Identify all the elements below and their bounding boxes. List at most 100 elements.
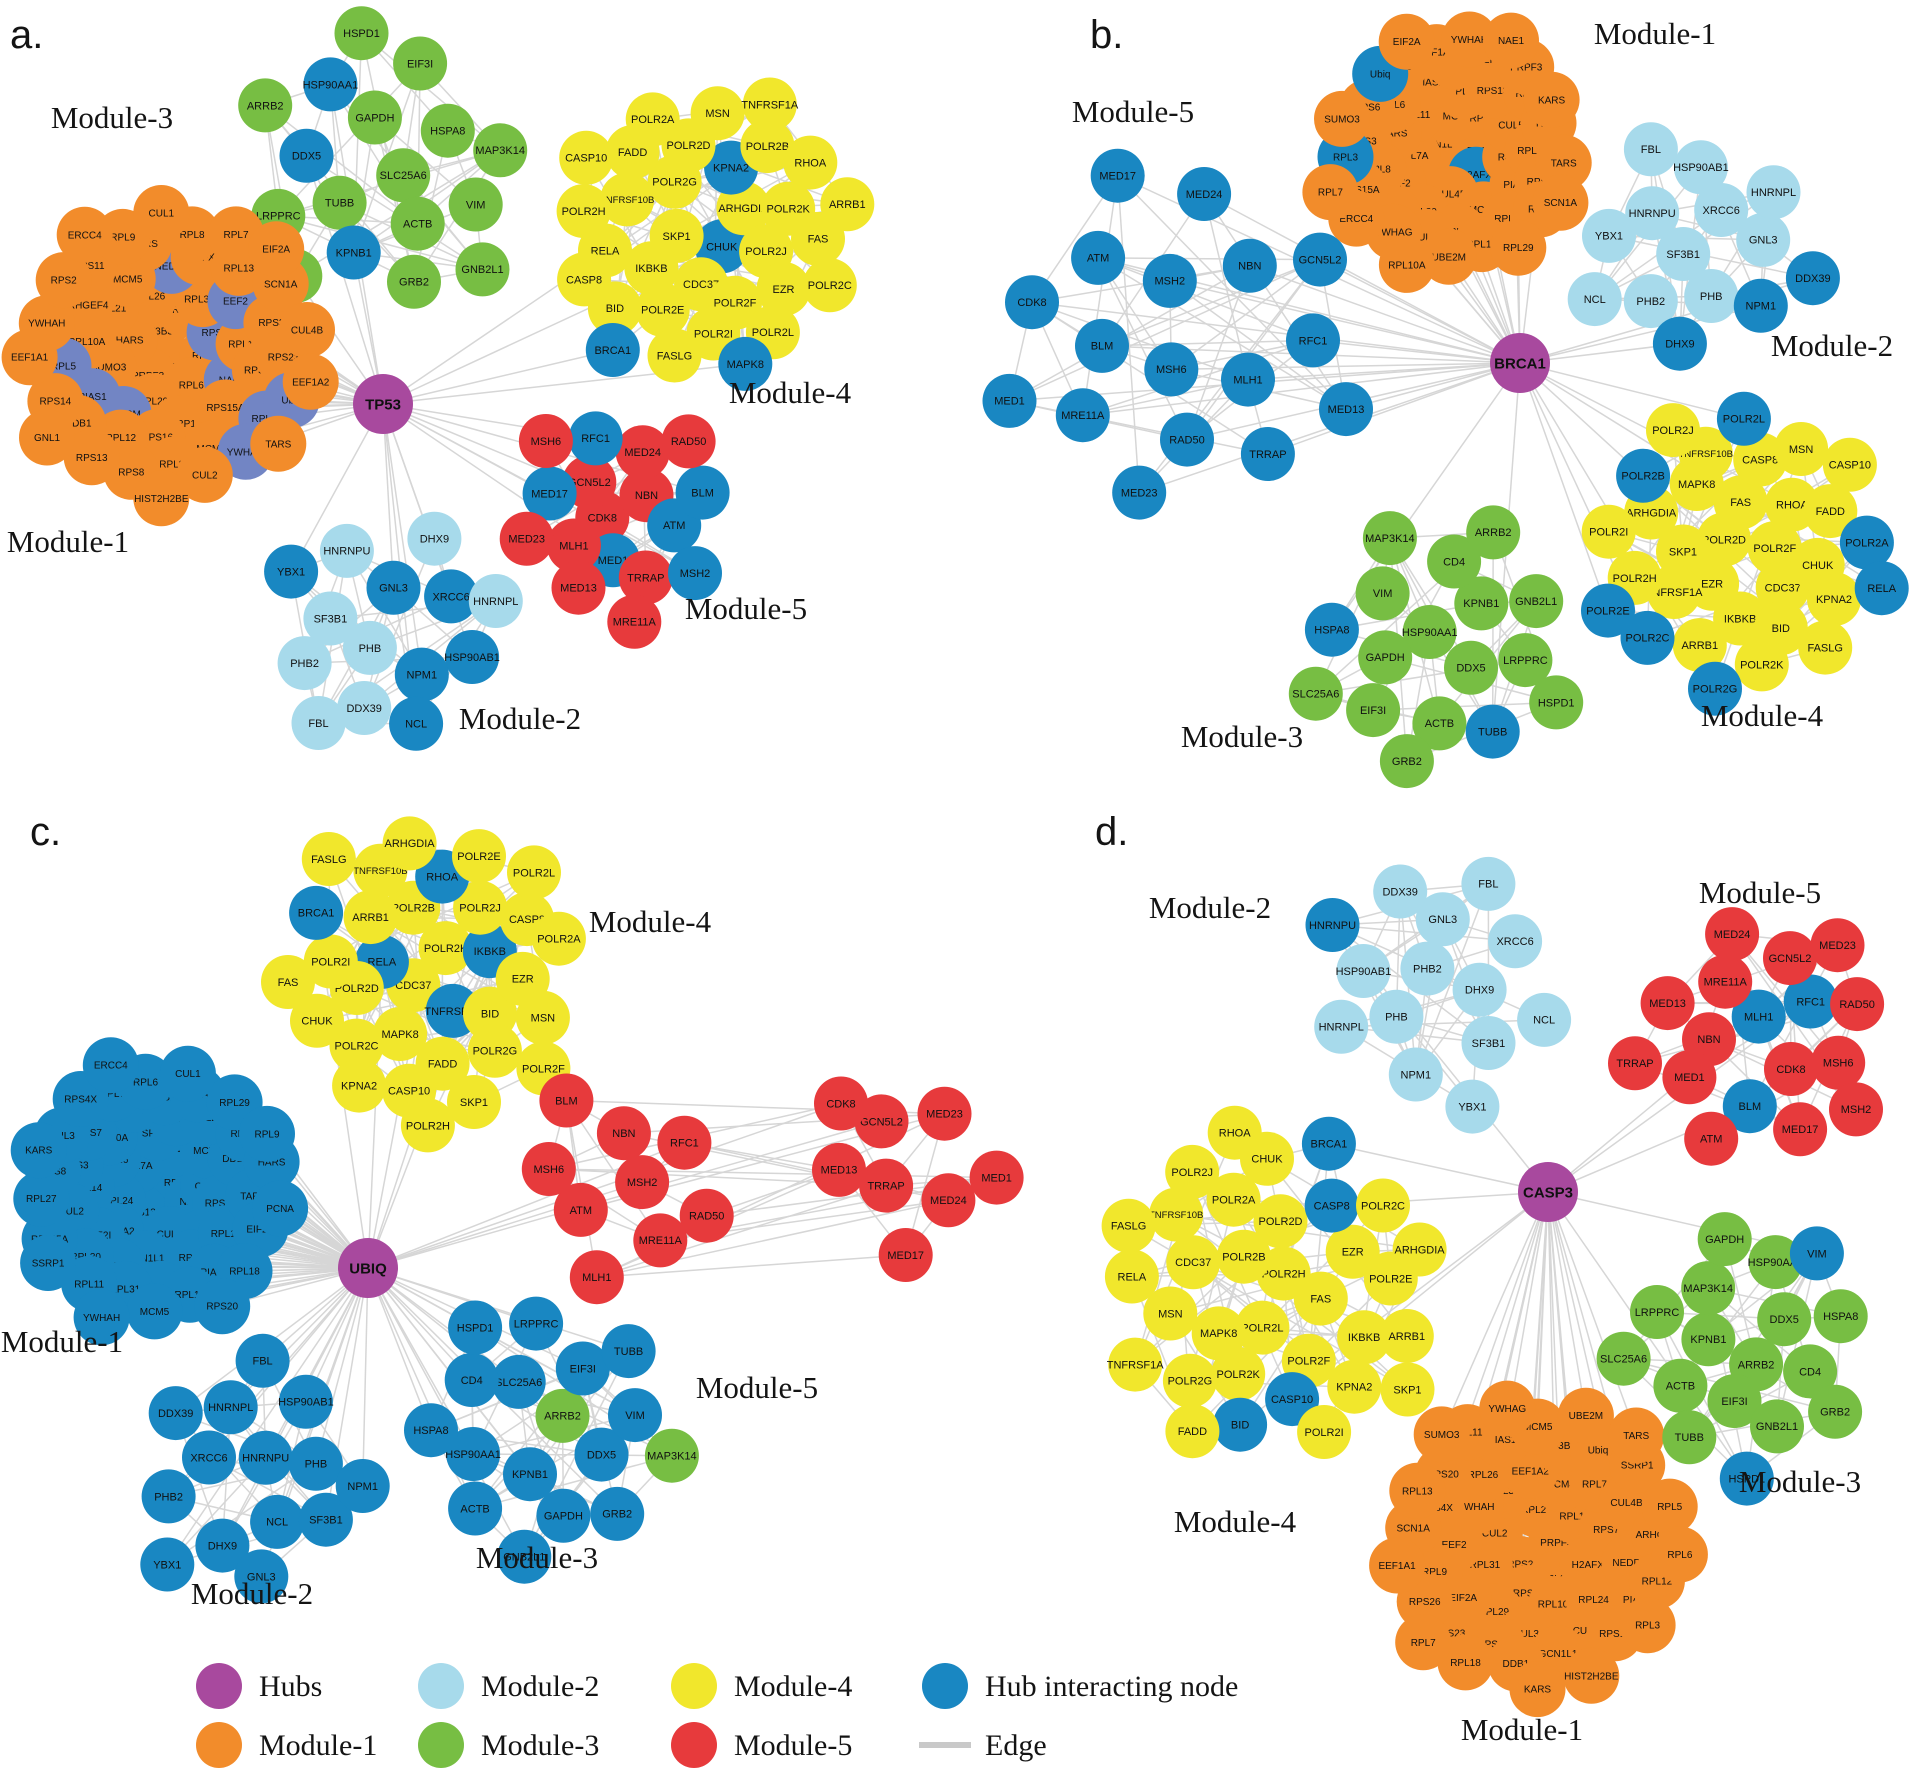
legend-item-hub-interacting-node: Hub interacting node (922, 1663, 1238, 1709)
node-label: EEF1A1 (1378, 1561, 1416, 1572)
node-SSRP1: SSRP1 (20, 1235, 77, 1291)
hub-circle (338, 1238, 398, 1298)
node-RAD50: RAD50 (1830, 977, 1885, 1032)
node-label: ARRB1 (1681, 640, 1718, 652)
node-label: POLR2G (473, 1046, 518, 1058)
node-label: YWHAG (227, 447, 265, 458)
node-circle (1337, 1310, 1392, 1365)
node-ACTB: ACTB (1653, 1358, 1708, 1413)
node-label: SKP1 (460, 1097, 488, 1109)
edge (367, 1102, 842, 1269)
node-RAD50: RAD50 (661, 414, 716, 469)
node-MED23: MED23 (1112, 465, 1167, 520)
node-label: TRRAP (627, 572, 664, 584)
node-label: CHUK (301, 1016, 333, 1028)
node-label: FADD (428, 1059, 457, 1071)
node-label: CUL1 (175, 1069, 201, 1080)
edge (1345, 362, 1521, 410)
node-label: MSN (705, 108, 730, 120)
node-label: H2AFX (1572, 1560, 1605, 1571)
node-label: HSP90AA1 (1748, 1257, 1804, 1269)
node-label: POLR2L (513, 867, 555, 879)
node-circle (1355, 566, 1410, 621)
edge (1608, 235, 1814, 279)
node-circle (278, 1374, 333, 1429)
node-label: RELA (368, 957, 397, 969)
node-circle (1213, 1397, 1268, 1452)
node-label: EEF1A2 (1512, 1467, 1550, 1478)
node-circle (238, 1430, 293, 1485)
node-label: RPL18 (1450, 1658, 1481, 1669)
node-label: ARHGDIA (385, 838, 436, 850)
node-HSP90AA1: HSP90AA1 (445, 1427, 501, 1481)
edge (1009, 400, 1269, 455)
node-KPNB1: KPNB1 (1681, 1312, 1736, 1367)
node-circle (1392, 1222, 1447, 1277)
node-label: POLR2J (1171, 1167, 1213, 1179)
node-HNRNPU: HNRNPU (1305, 898, 1360, 952)
node-POLR2G: POLR2G (467, 1023, 522, 1078)
node-circle (337, 681, 392, 735)
legend-item-module-1: Module-1 (196, 1722, 377, 1768)
node-circle (1356, 1178, 1410, 1233)
node-label: PHB (1385, 1012, 1408, 1024)
node-label: HNRNPL (208, 1402, 253, 1414)
node-label: SCN1A (1544, 198, 1578, 209)
node-circle (1378, 13, 1435, 70)
node-GRB2: GRB2 (387, 254, 441, 309)
node-label: GNL3 (1749, 235, 1778, 247)
node-ARRB2: ARRB2 (1466, 505, 1521, 560)
node-circle (1822, 437, 1877, 492)
node-label: HARS (1380, 129, 1408, 140)
node-DDX39: DDX39 (1785, 251, 1840, 306)
node-EIF2A: EIF2A (248, 221, 305, 278)
node-GNB2L1: GNB2L1 (1509, 574, 1564, 629)
edge (361, 1267, 369, 1487)
node-RPS20: RPS20 (194, 1278, 251, 1335)
node-GNL3: GNL3 (366, 560, 421, 615)
node-circle (515, 990, 570, 1045)
node-label: SCN1A (264, 279, 298, 290)
node-label: MCM5 (1523, 1422, 1553, 1433)
node-TARS: TARS (1608, 1407, 1665, 1464)
node-circle (615, 1155, 670, 1210)
node-circle (1488, 914, 1543, 969)
node-circle (1389, 1462, 1446, 1519)
node-POLR2L: POLR2L (1235, 1300, 1290, 1355)
node-label: RPL35A (184, 295, 222, 306)
node-circle (1412, 696, 1467, 751)
node-label: RHOA (426, 871, 458, 883)
module-label-a-module-1: Module-1 (7, 524, 129, 559)
node-label: RPS3 (258, 318, 285, 329)
node-label: YWHAH (83, 1313, 120, 1324)
node-circle (63, 429, 120, 486)
node-MAPK8: MAPK8 (718, 336, 773, 391)
node-EIF3I: EIF3I (555, 1341, 610, 1396)
node-SKP1: SKP1 (447, 1075, 501, 1129)
node-circle (133, 470, 190, 527)
node-label: HSPD1 (1538, 697, 1575, 709)
node-MRE11A: MRE11A (633, 1213, 688, 1268)
node-circle (301, 832, 356, 886)
node-label: HNRNPU (1629, 208, 1676, 220)
node-label: MSH6 (1156, 364, 1187, 376)
node-label: MED17 (1099, 171, 1136, 183)
node-MLH1: MLH1 (1221, 352, 1275, 407)
node-circle (1207, 1105, 1262, 1160)
node-circle (1713, 591, 1768, 646)
node-SLC25A6: SLC25A6 (376, 148, 431, 203)
node-label: TUBB (1478, 726, 1507, 738)
edge (474, 1454, 673, 1510)
node-label: FAS (808, 234, 829, 246)
node-circle (756, 262, 811, 316)
hub-node-CASP3: CASP3 (1518, 1162, 1578, 1222)
node-ATM: ATM (553, 1182, 608, 1237)
node-label: SF3B3 (142, 327, 173, 338)
node-FAS: FAS (1293, 1271, 1348, 1326)
node-label: HSP90AA1 (303, 79, 359, 91)
node-label: EEF2 (1442, 1540, 1467, 1551)
node-circle (288, 1436, 343, 1491)
node-label: FBL (1478, 879, 1498, 891)
node-PHB: PHB (1369, 989, 1424, 1044)
node-RPL10A: RPL10A (1378, 236, 1435, 293)
